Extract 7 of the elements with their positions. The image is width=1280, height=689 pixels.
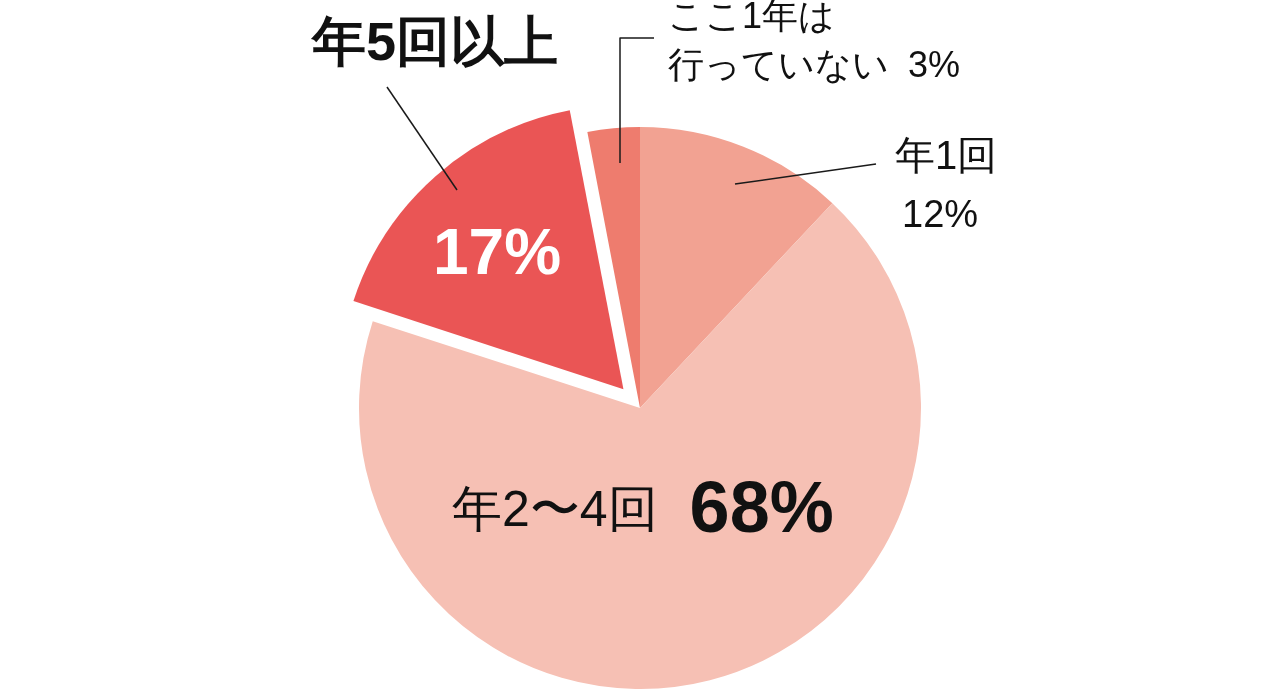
slice-label: 年2〜4回 xyxy=(452,480,658,537)
data-label: 12% xyxy=(902,193,979,236)
slice-label: 年5回以上 xyxy=(310,10,559,71)
slice-label: 年1回 xyxy=(895,133,998,178)
data-label: 3% xyxy=(908,43,961,85)
data-label: 68% xyxy=(689,466,834,547)
data-label: 17% xyxy=(432,215,562,288)
